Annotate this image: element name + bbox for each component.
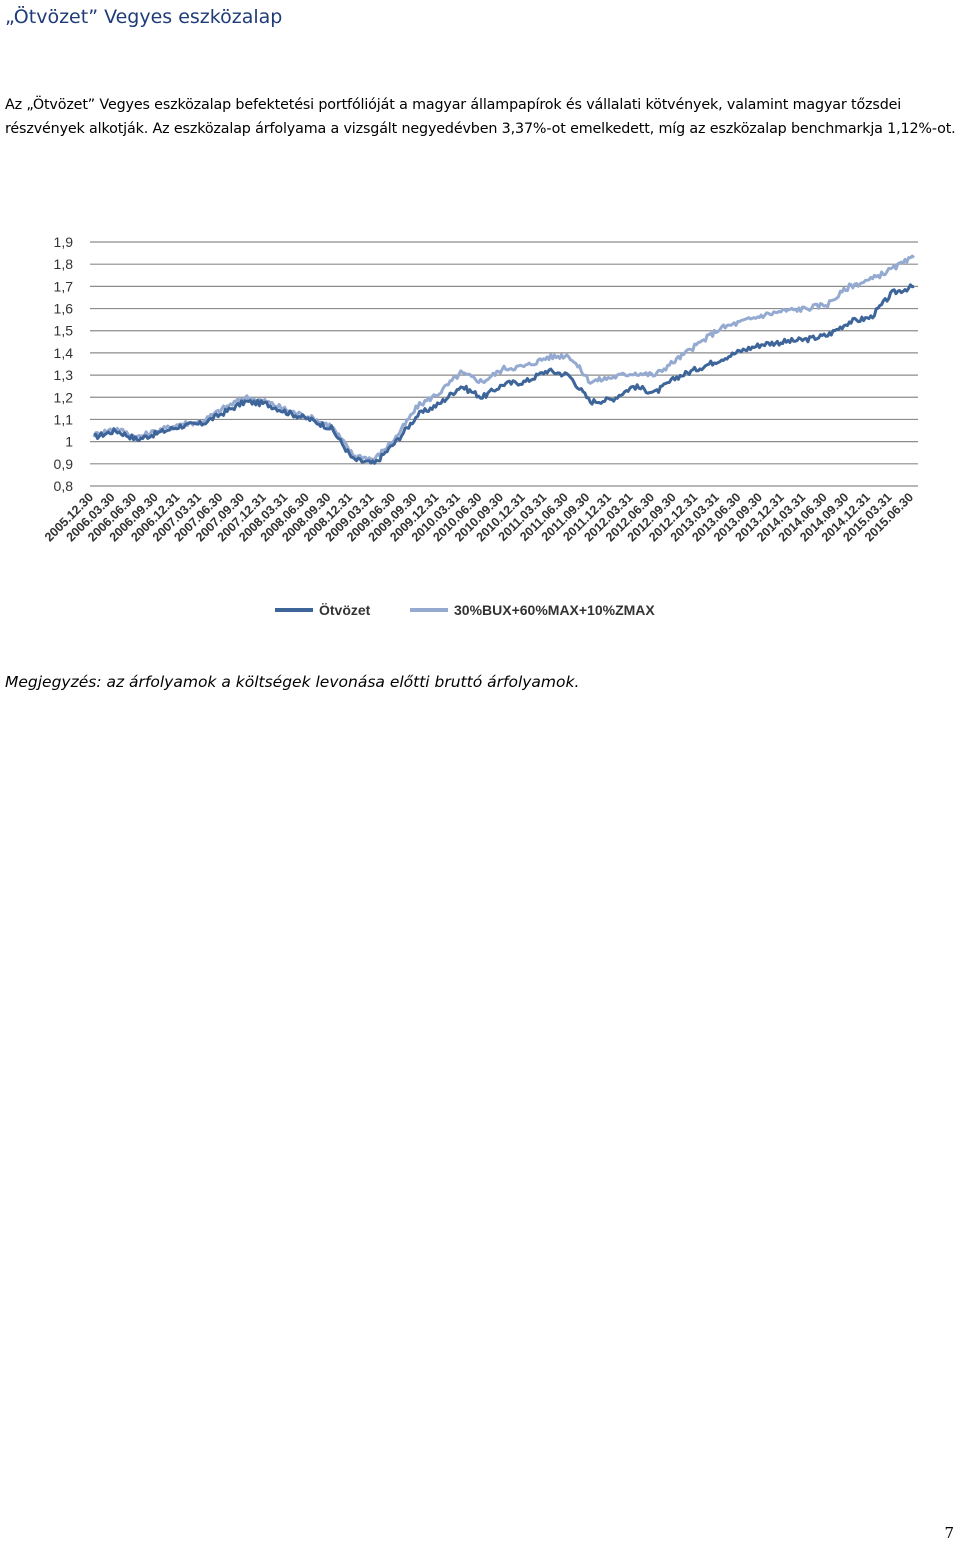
page-title: „Ötvözet” Vegyes eszközalap bbox=[5, 6, 283, 28]
y-tick-label: 1,9 bbox=[54, 234, 74, 250]
y-tick-label: 1,6 bbox=[54, 301, 74, 317]
y-tick-label: 1,8 bbox=[54, 256, 74, 272]
y-tick-label: 1 bbox=[65, 434, 73, 450]
page-number: 7 bbox=[944, 1524, 954, 1542]
y-tick-label: 0,8 bbox=[54, 478, 74, 494]
y-tick-label: 0,9 bbox=[54, 456, 74, 472]
y-tick-label: 1,5 bbox=[54, 323, 74, 339]
legend-item-benchmark-label: 30%BUX+60%MAX+10%ZMAX bbox=[454, 602, 655, 618]
y-tick-label: 1,2 bbox=[54, 389, 74, 405]
footnote: Megjegyzés: az árfolyamok a költségek le… bbox=[5, 673, 580, 691]
legend-item-fund-label: Ötvözet bbox=[319, 602, 371, 618]
y-tick-label: 1,4 bbox=[54, 345, 74, 361]
y-tick-label: 1,1 bbox=[54, 411, 74, 427]
fund-description: Az „Ötvözet” Vegyes eszközalap befekteté… bbox=[5, 97, 956, 137]
price-chart-svg: 1,91,81,71,61,51,41,31,21,110,90,82005.1… bbox=[42, 234, 918, 618]
series-line-benchmark bbox=[92, 254, 915, 462]
y-tick-label: 1,3 bbox=[54, 367, 74, 383]
y-tick-label: 1,7 bbox=[54, 278, 74, 294]
price-chart: 1,9 1,8 1,7 1,6 1,5 1,4 1,3 1,2 1,1 1 0,9 0,8 2005.1… bbox=[0, 225, 960, 625]
series-line-fund bbox=[93, 283, 915, 465]
